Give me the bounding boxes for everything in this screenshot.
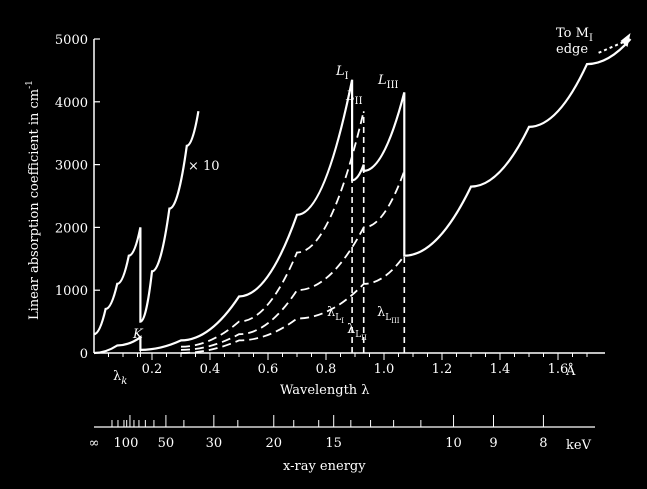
energy-tick-label: 8: [539, 436, 547, 451]
x-axis-label: Wavelength λ: [280, 383, 370, 398]
energy-axis-label: x-ray energy: [283, 459, 366, 474]
x-tick-label: 1.4: [490, 362, 511, 377]
energy-unit-label: keV: [566, 438, 592, 453]
annotation-lambda-liii: λLIII: [377, 305, 400, 325]
series-dashed-line: [180, 255, 406, 354]
annotation-to-m: To MI: [556, 26, 593, 44]
energy-tick-label: 50: [158, 436, 175, 451]
series-solid-line: [93, 111, 200, 336]
y-tick-label: 2000: [55, 221, 88, 236]
curves: [93, 33, 632, 357]
annotation-x10: × 10: [188, 159, 220, 174]
y-tick-label: 4000: [55, 96, 88, 111]
y-tick-label: 5000: [55, 33, 88, 48]
series-dashed-line: [180, 170, 406, 351]
x-tick-label: 0.6: [258, 362, 279, 377]
axes: [93, 39, 605, 428]
x-tick-label: 0.4: [200, 362, 221, 377]
series-solid-line: [93, 38, 632, 355]
energy-tick-label: ∞: [89, 436, 100, 451]
energy-tick-label: 30: [206, 436, 223, 451]
annotation-edge: edge: [556, 42, 588, 57]
annotation-li: LI: [335, 64, 349, 82]
ticks: 0 1000 2000 3000 4000 5000 0.2 0.4 0.6 0.8 1.0 1.2 1…: [55, 33, 588, 451]
energy-tick-label: 20: [265, 436, 282, 451]
arrow-head: [620, 33, 631, 47]
y-axis-label: Linear absorption coefficient in cm-1: [25, 80, 42, 320]
y-tick-label: 3000: [55, 159, 88, 174]
annotation-lambda-lii: λLII: [347, 322, 367, 342]
x-tick-label: 1.6: [548, 362, 569, 377]
annotation-lii: LII: [345, 89, 363, 107]
energy-tick-label: 15: [325, 436, 342, 451]
energy-tick-label: 10: [445, 436, 462, 451]
x-tick-label: 0.2: [142, 362, 163, 377]
x-unit-label: Å: [565, 363, 576, 379]
x-tick-label: 0.8: [316, 362, 337, 377]
series-dashed-line: [180, 110, 365, 348]
energy-tick-label: 9: [489, 436, 497, 451]
x-tick-label: 1.0: [374, 362, 395, 377]
x-tick-label: 1.2: [432, 362, 453, 377]
y-tick-label: 1000: [55, 284, 88, 299]
annotation-lambda-k: λk: [113, 369, 127, 387]
annotation-k: K: [132, 327, 144, 342]
y-tick-label: 0: [80, 347, 88, 362]
annotation-liii: LIII: [377, 73, 399, 91]
annotation-lambda-li: λLI: [327, 305, 344, 325]
energy-tick-label: 100: [114, 436, 139, 451]
